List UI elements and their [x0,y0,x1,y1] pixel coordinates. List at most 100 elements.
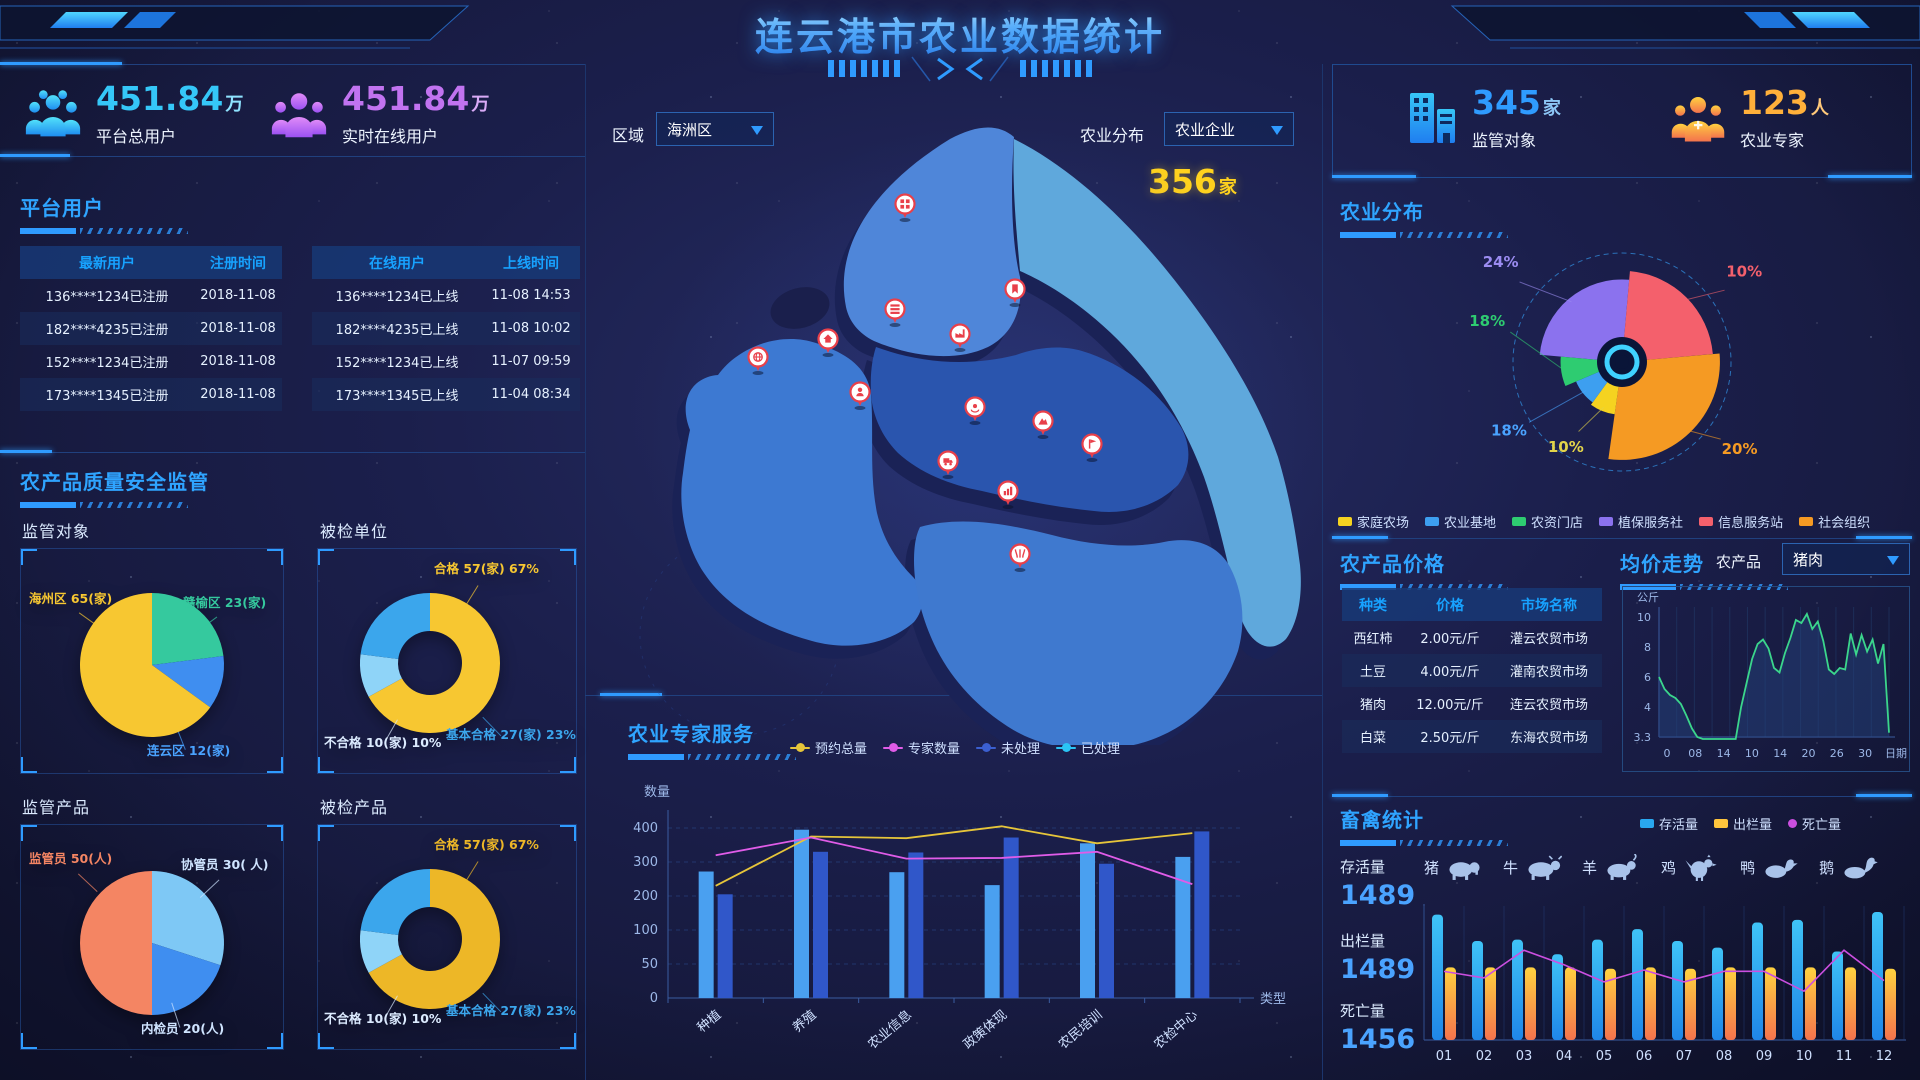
animal-item[interactable]: 猪 [1424,854,1483,881]
svg-text:类型: 类型 [1260,992,1286,1007]
svg-text:10%: 10% [1548,438,1584,456]
svg-text:02: 02 [1476,1049,1493,1064]
stat-label: 平台总用户 [96,127,177,146]
stat-unit: 家 [1542,98,1561,119]
animal-label: 鸭 [1740,859,1756,877]
table-header-cell: 最新用户 [79,255,135,272]
legend-item[interactable]: 死亡量 [1788,814,1841,833]
map-pin-icon[interactable] [817,328,839,358]
map-pin-icon[interactable] [964,396,986,426]
legend-item[interactable]: 存活量 [1640,814,1698,833]
map-pin-icon[interactable] [894,193,916,223]
svg-text:08: 08 [1716,1049,1733,1064]
divider [0,452,585,453]
svg-text:连云区 12(家): 连云区 12(家) [147,743,230,758]
map-pin-icon[interactable] [1009,543,1031,573]
svg-text:基本合格 27(家) 23%: 基本合格 27(家) 23% [445,1003,576,1018]
svg-text:种植: 种植 [695,1008,725,1036]
livestock-legend: 存活量 出栏量 死亡量 [1640,814,1857,833]
livestock-stat-sold: 出栏量 1489 [1340,930,1415,985]
legend-item[interactable]: 农业基地 [1425,512,1496,531]
supervision-target-pie[interactable]: 赣榆区 23(家) 连云区 12(家) 海州区 65(家) [21,549,283,771]
stat-label: 存活量 [1340,858,1386,876]
legend-item[interactable]: 家庭农场 [1338,512,1409,531]
distribution-rose-chart[interactable]: 24% 10% 20% 10% 18% 18% [1330,226,1910,514]
supervision-product-pie[interactable]: 协管员 30( 人) 内检员 20(人) 监管员 50(人) [21,825,283,1047]
table-cell: 2018-11-08 [200,387,276,402]
table-cell: 11-07 09:59 [491,354,571,369]
panel-title-supervision-product: 监管产品 [22,798,91,817]
legend-item[interactable]: 已处理 [1056,738,1120,757]
product-label: 农产品 [1716,553,1762,571]
map-pin-icon[interactable] [949,323,971,353]
stat-unit: 万 [225,94,244,115]
inspection-product-donut[interactable]: 合格 57(家) 67% 不合格 10(家) 10%基本合格 27(家) 23% [318,825,576,1047]
svg-text:内检员 20(人): 内检员 20(人) [141,1021,224,1036]
stat-label: 实时在线用户 [342,127,439,146]
legend-item[interactable]: 信息服务站 [1699,512,1783,531]
city-map[interactable] [620,95,1320,745]
map-pin-icon[interactable] [884,298,906,328]
inspection-unit-donut[interactable]: 合格 57(家) 67% 不合格 10(家) 10%基本合格 27(家) 23% [318,549,576,771]
panel-title-inspection-product: 被检产品 [320,798,389,817]
header-left-decoration [0,5,470,49]
legend-item[interactable]: 预约总量 [790,738,867,757]
svg-text:农业信息: 农业信息 [865,1007,915,1053]
panel-title-inspection-unit: 被检单位 [320,522,389,541]
animal-item[interactable]: 牛 [1503,854,1563,881]
svg-text:07: 07 [1676,1049,1693,1064]
lake [770,287,830,329]
region-value: 海洲区 [667,120,713,139]
svg-text:05: 05 [1596,1049,1613,1064]
price-table: 种类 价格 市场名称 西红柿 2.00元/斤 灌云农贸市场 土豆 4.00元/斤 灌南农贸市场猪… [1342,588,1602,753]
distribution-value: 农业企业 [1175,120,1236,139]
map-pin-icon[interactable] [997,480,1019,510]
livestock-chart[interactable]: 01 02 03 04 05 06 07 08 09 10 11 12 [1408,898,1912,1070]
legend-item[interactable]: 农资门店 [1512,512,1583,531]
panel-title-supervision-target: 监管对象 [22,522,91,541]
map-pin-icon[interactable] [1081,433,1103,463]
online-table: 在线用户 上线时间 136****1234已上线 11-08 14:53 182****… [312,246,580,411]
svg-text:300: 300 [633,855,658,870]
svg-text:0: 0 [650,991,658,1006]
animal-item[interactable]: 鹅 [1819,854,1878,881]
table-cell: 灌云农贸市场 [1509,632,1588,647]
animal-item[interactable]: 鸭 [1740,854,1799,881]
stat-value: 451.84 [342,79,470,118]
section-title-price: 农产品价格 [1340,548,1508,590]
legend-item[interactable]: 出栏量 [1714,814,1772,833]
svg-text:数量: 数量 [644,785,670,800]
legend-item[interactable]: 未处理 [976,738,1040,757]
legend-item[interactable]: 社会组织 [1799,512,1870,531]
chevron-down-icon [751,125,763,141]
title-emblem-icon [828,56,1092,82]
map-pin-icon[interactable] [849,381,871,411]
register-table: 最新用户 注册时间 136****1234已注册 2018-11-08 182****4… [20,246,282,411]
chevron-down-icon [1271,125,1283,141]
table-header-cell: 在线用户 [369,255,425,272]
svg-text:14: 14 [1717,747,1731,760]
svg-text:26: 26 [1830,747,1844,760]
distribution-select[interactable]: 农业企业 [1164,112,1294,146]
product-select[interactable]: 猪肉 [1782,543,1910,575]
animal-label: 牛 [1503,859,1519,877]
stat-value: 1489 [1340,954,1416,985]
online-users-icon [271,92,327,137]
legend-item[interactable]: 植保服务社 [1599,512,1683,531]
stat-value: 1489 [1340,880,1416,911]
animal-item[interactable]: 鸡 [1661,854,1720,881]
map-pin-icon[interactable] [1004,278,1026,308]
map-pin-icon[interactable] [937,450,959,480]
animal-item[interactable]: 羊 [1582,854,1641,881]
legend-item[interactable]: 专家数量 [883,738,960,757]
region-select[interactable]: 海洲区 [656,112,774,146]
map-pin-icon[interactable] [1032,410,1054,440]
map-pin-icon[interactable] [747,346,769,376]
divider-accent [1856,536,1912,539]
svg-text:0: 0 [1664,747,1671,760]
svg-text:10: 10 [1796,1049,1813,1064]
svg-text:合格 57(家) 67%: 合格 57(家) 67% [434,561,539,576]
livestock-stat-dead: 死亡量 1456 [1340,1000,1415,1055]
